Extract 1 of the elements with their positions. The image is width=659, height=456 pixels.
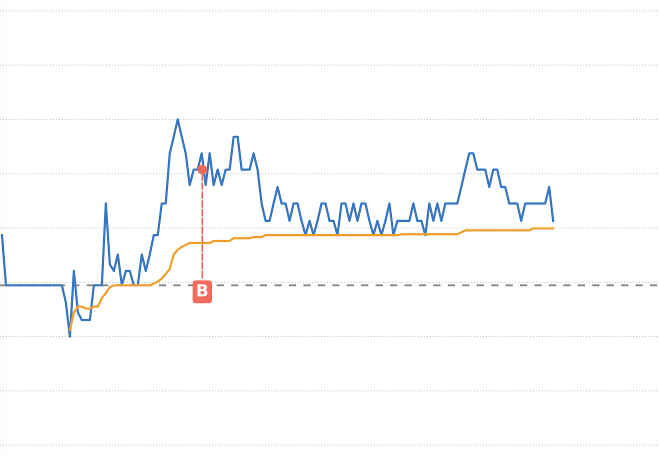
annotation: B [197, 284, 208, 296]
